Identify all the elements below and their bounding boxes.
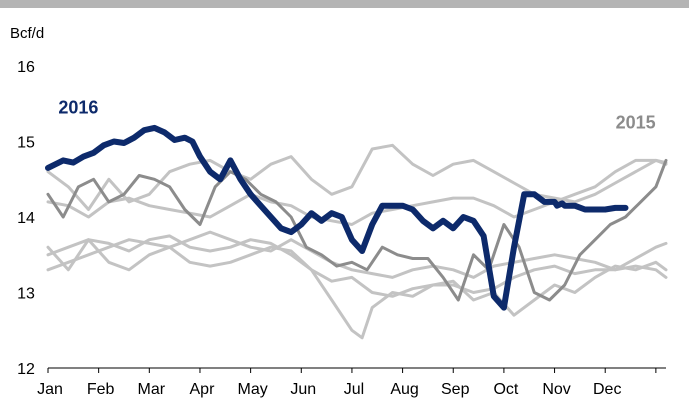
y-tick-label: 12 xyxy=(17,361,35,378)
y-tick-label: 14 xyxy=(17,210,35,227)
x-tick-label: Jul xyxy=(344,381,364,398)
x-tick-label: Sep xyxy=(441,381,470,398)
y-tick-label: 15 xyxy=(17,135,35,152)
history-line-2 xyxy=(46,143,668,211)
y-axis-unit: Bcf/d xyxy=(10,25,44,42)
x-tick-label: Feb xyxy=(87,381,115,398)
x-tick-label: Jan xyxy=(37,381,63,398)
x-tick-label: Mar xyxy=(138,381,166,398)
history-line-3 xyxy=(46,158,668,226)
x-tick-label: Jun xyxy=(290,381,316,398)
x-tick-label: Oct xyxy=(493,381,518,398)
x-tick-label: May xyxy=(238,381,268,398)
series-line-2016 xyxy=(45,124,629,311)
series-line-2015 xyxy=(46,158,668,302)
axis-layer: Jan Feb Mar Apr May Jun Jul Aug Sep Oct Nov Dec 12 13… xyxy=(10,25,666,398)
top-band xyxy=(0,0,689,8)
history-line-6 xyxy=(46,238,668,340)
history-lines xyxy=(46,143,668,340)
x-tick-label: Apr xyxy=(190,381,216,398)
y-tick-label: 13 xyxy=(17,286,35,303)
year-2016-line-layer xyxy=(45,124,629,311)
year-2015-line-layer xyxy=(46,158,668,302)
series-label-2015: 2015 xyxy=(616,113,656,133)
history-line-5 xyxy=(46,230,668,279)
label-layer: 2015 2016 xyxy=(58,98,655,133)
y-tick-label: 16 xyxy=(17,59,35,76)
series-label-2016: 2016 xyxy=(58,98,98,118)
x-tick-label: Aug xyxy=(390,381,418,398)
x-tick-label: Dec xyxy=(593,381,621,398)
x-tick-label: Nov xyxy=(542,381,570,398)
